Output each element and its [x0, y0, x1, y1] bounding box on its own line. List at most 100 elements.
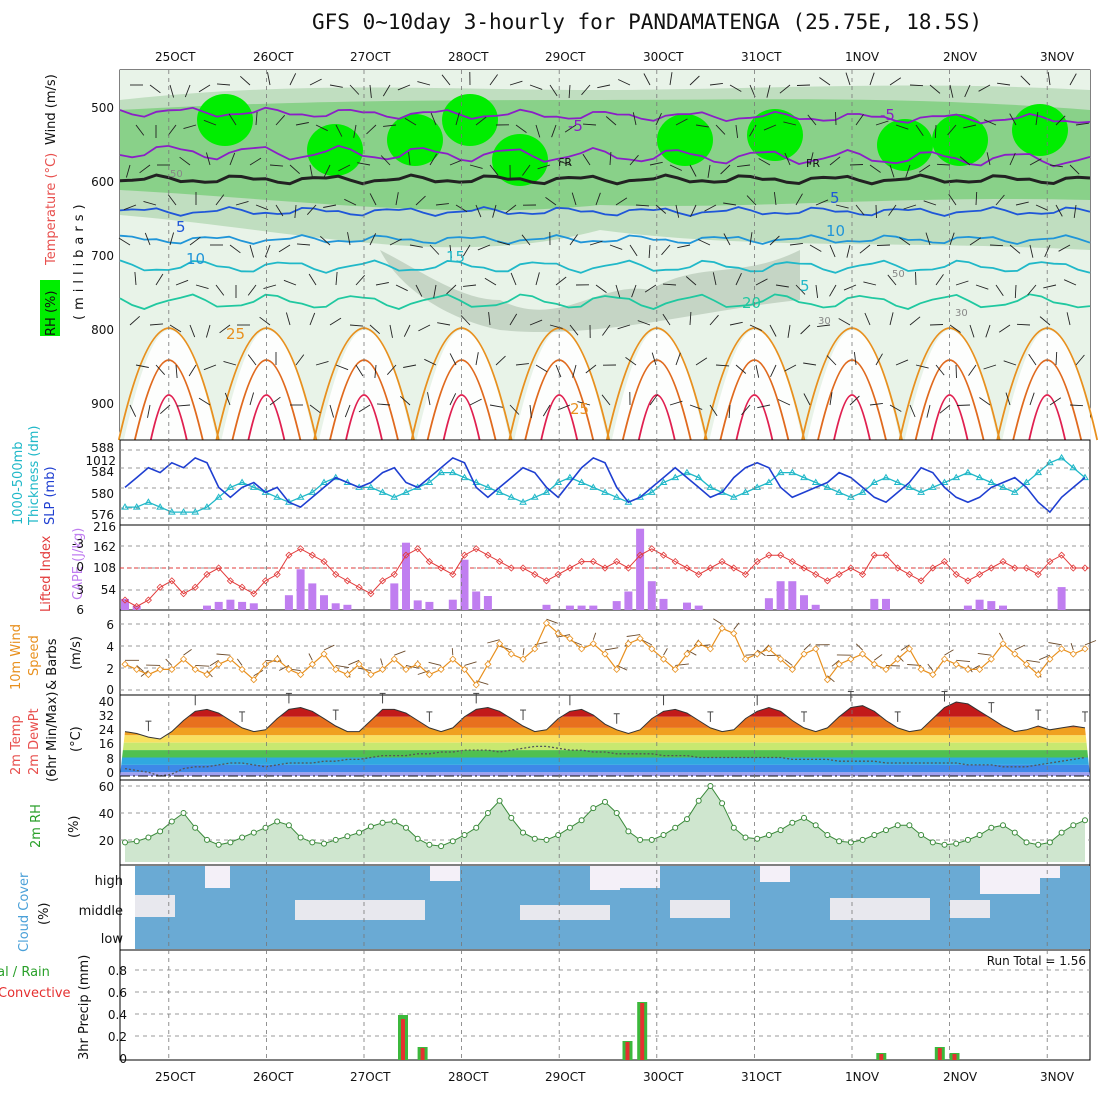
tick-label: 162: [93, 540, 116, 554]
lifted-index-point: [507, 564, 515, 572]
wind-barb: [484, 277, 497, 286]
wind-barb: [685, 276, 697, 286]
wind-barb: [249, 244, 255, 258]
wind-speed-point: [378, 665, 387, 673]
wind-barb: [955, 364, 957, 379]
rh-point: [379, 819, 386, 826]
wind-barb: [875, 120, 889, 126]
wind-barb: [348, 659, 360, 666]
wind-barb: [641, 639, 653, 646]
wind-barb: [451, 648, 454, 656]
wind-barb: [176, 404, 191, 407]
wind-barb: [344, 404, 351, 418]
wind-barb: [651, 352, 657, 366]
wind-barb: [601, 394, 611, 406]
wind-barb: [846, 244, 851, 258]
wind-barb: [183, 649, 192, 656]
wind-barb: [275, 204, 284, 217]
lifted-index-point: [390, 570, 398, 578]
lifted-index-point: [788, 558, 796, 566]
rh-point: [590, 805, 597, 812]
wind-barb: [429, 153, 438, 166]
wind-barb: [389, 324, 393, 338]
wind-speed-point: [835, 660, 843, 668]
tick-label: 800: [91, 323, 114, 337]
thickness-point: [647, 488, 656, 495]
lifted-index-point: [765, 551, 773, 559]
wind-barb: [728, 404, 731, 419]
wind-barb: [773, 192, 777, 206]
wind-barb: [677, 244, 691, 249]
thickness-point: [1069, 463, 1078, 471]
wind-barb: [915, 271, 917, 286]
wind-barb: [509, 313, 518, 326]
wind-barb: [135, 364, 149, 368]
lifted-index-point: [203, 570, 211, 578]
wind-barb: [755, 364, 760, 378]
lifted-index-point: [1011, 564, 1019, 572]
wind-barb: [215, 284, 225, 296]
wind-barb: [205, 152, 211, 166]
wind-barb: [429, 244, 440, 255]
wind-barb: [535, 272, 540, 286]
wind-barb: [875, 204, 877, 219]
wind-barb: [762, 644, 770, 652]
tick-label: 24: [99, 723, 114, 737]
axis-label: RH (%): [44, 291, 59, 336]
pressure-axis: 500 600 700 800 900: [91, 101, 114, 411]
wind-speed-point: [542, 619, 551, 627]
contour-label: 20: [742, 294, 761, 312]
wind-barb: [662, 283, 677, 286]
wind-speed-point: [332, 665, 340, 673]
thickness-point: [366, 483, 375, 490]
rh-point: [227, 839, 234, 846]
thickness-point: [296, 493, 305, 500]
convective-bar: [640, 1003, 645, 1060]
cape-bar: [999, 605, 1007, 610]
lifted-index-point: [179, 590, 188, 598]
thickness-point: [495, 488, 504, 495]
wind-barb: [675, 204, 680, 218]
thickness-point: [519, 498, 527, 505]
tick-label: 584: [91, 465, 114, 479]
thickness-point: [1022, 478, 1031, 485]
lifted-index-point: [343, 577, 352, 585]
wind-barb: [275, 114, 286, 126]
lifted-index-point: [133, 602, 141, 611]
wind-barb: [889, 77, 902, 86]
wind-barb: [927, 663, 934, 671]
rh-point: [894, 822, 901, 829]
tick-label: 0.8: [108, 964, 127, 978]
date-label: 30OCT: [643, 1070, 684, 1084]
tick-label: 1012: [85, 454, 116, 468]
rh-point: [192, 824, 199, 831]
wind-speed-point: [472, 681, 480, 689]
lifted-index-point: [741, 570, 750, 578]
wind-barb: [874, 654, 883, 661]
wind-speed-point: [741, 655, 750, 663]
wind-barb: [947, 124, 957, 136]
wind-barb: [529, 84, 543, 90]
cape-bar: [249, 603, 258, 610]
rh-dry-area: [611, 330, 705, 440]
wind-barb: [247, 284, 257, 296]
wind-barb: [859, 244, 871, 254]
tick-label: middle: [79, 904, 123, 919]
date-label: 3NOV: [1040, 1070, 1075, 1084]
wind-barb: [707, 164, 711, 178]
wind-barb: [1070, 642, 1074, 651]
wind-barb: [549, 84, 558, 97]
wind-barb: [489, 404, 503, 408]
wind-barb: [1027, 284, 1037, 296]
wind-barb: [1039, 316, 1051, 326]
cape-bar: [331, 603, 340, 610]
wind-barb: [1035, 112, 1039, 126]
wind-barb: [864, 312, 871, 326]
cloud-clear-high: [760, 866, 790, 882]
wind-barb: [183, 124, 197, 130]
thickness-point: [249, 483, 258, 490]
axis-label: Lifted Index: [39, 535, 54, 612]
wind-barb: [455, 112, 460, 126]
wind-speed-point: [894, 655, 902, 663]
date-label: 31OCT: [741, 50, 782, 64]
